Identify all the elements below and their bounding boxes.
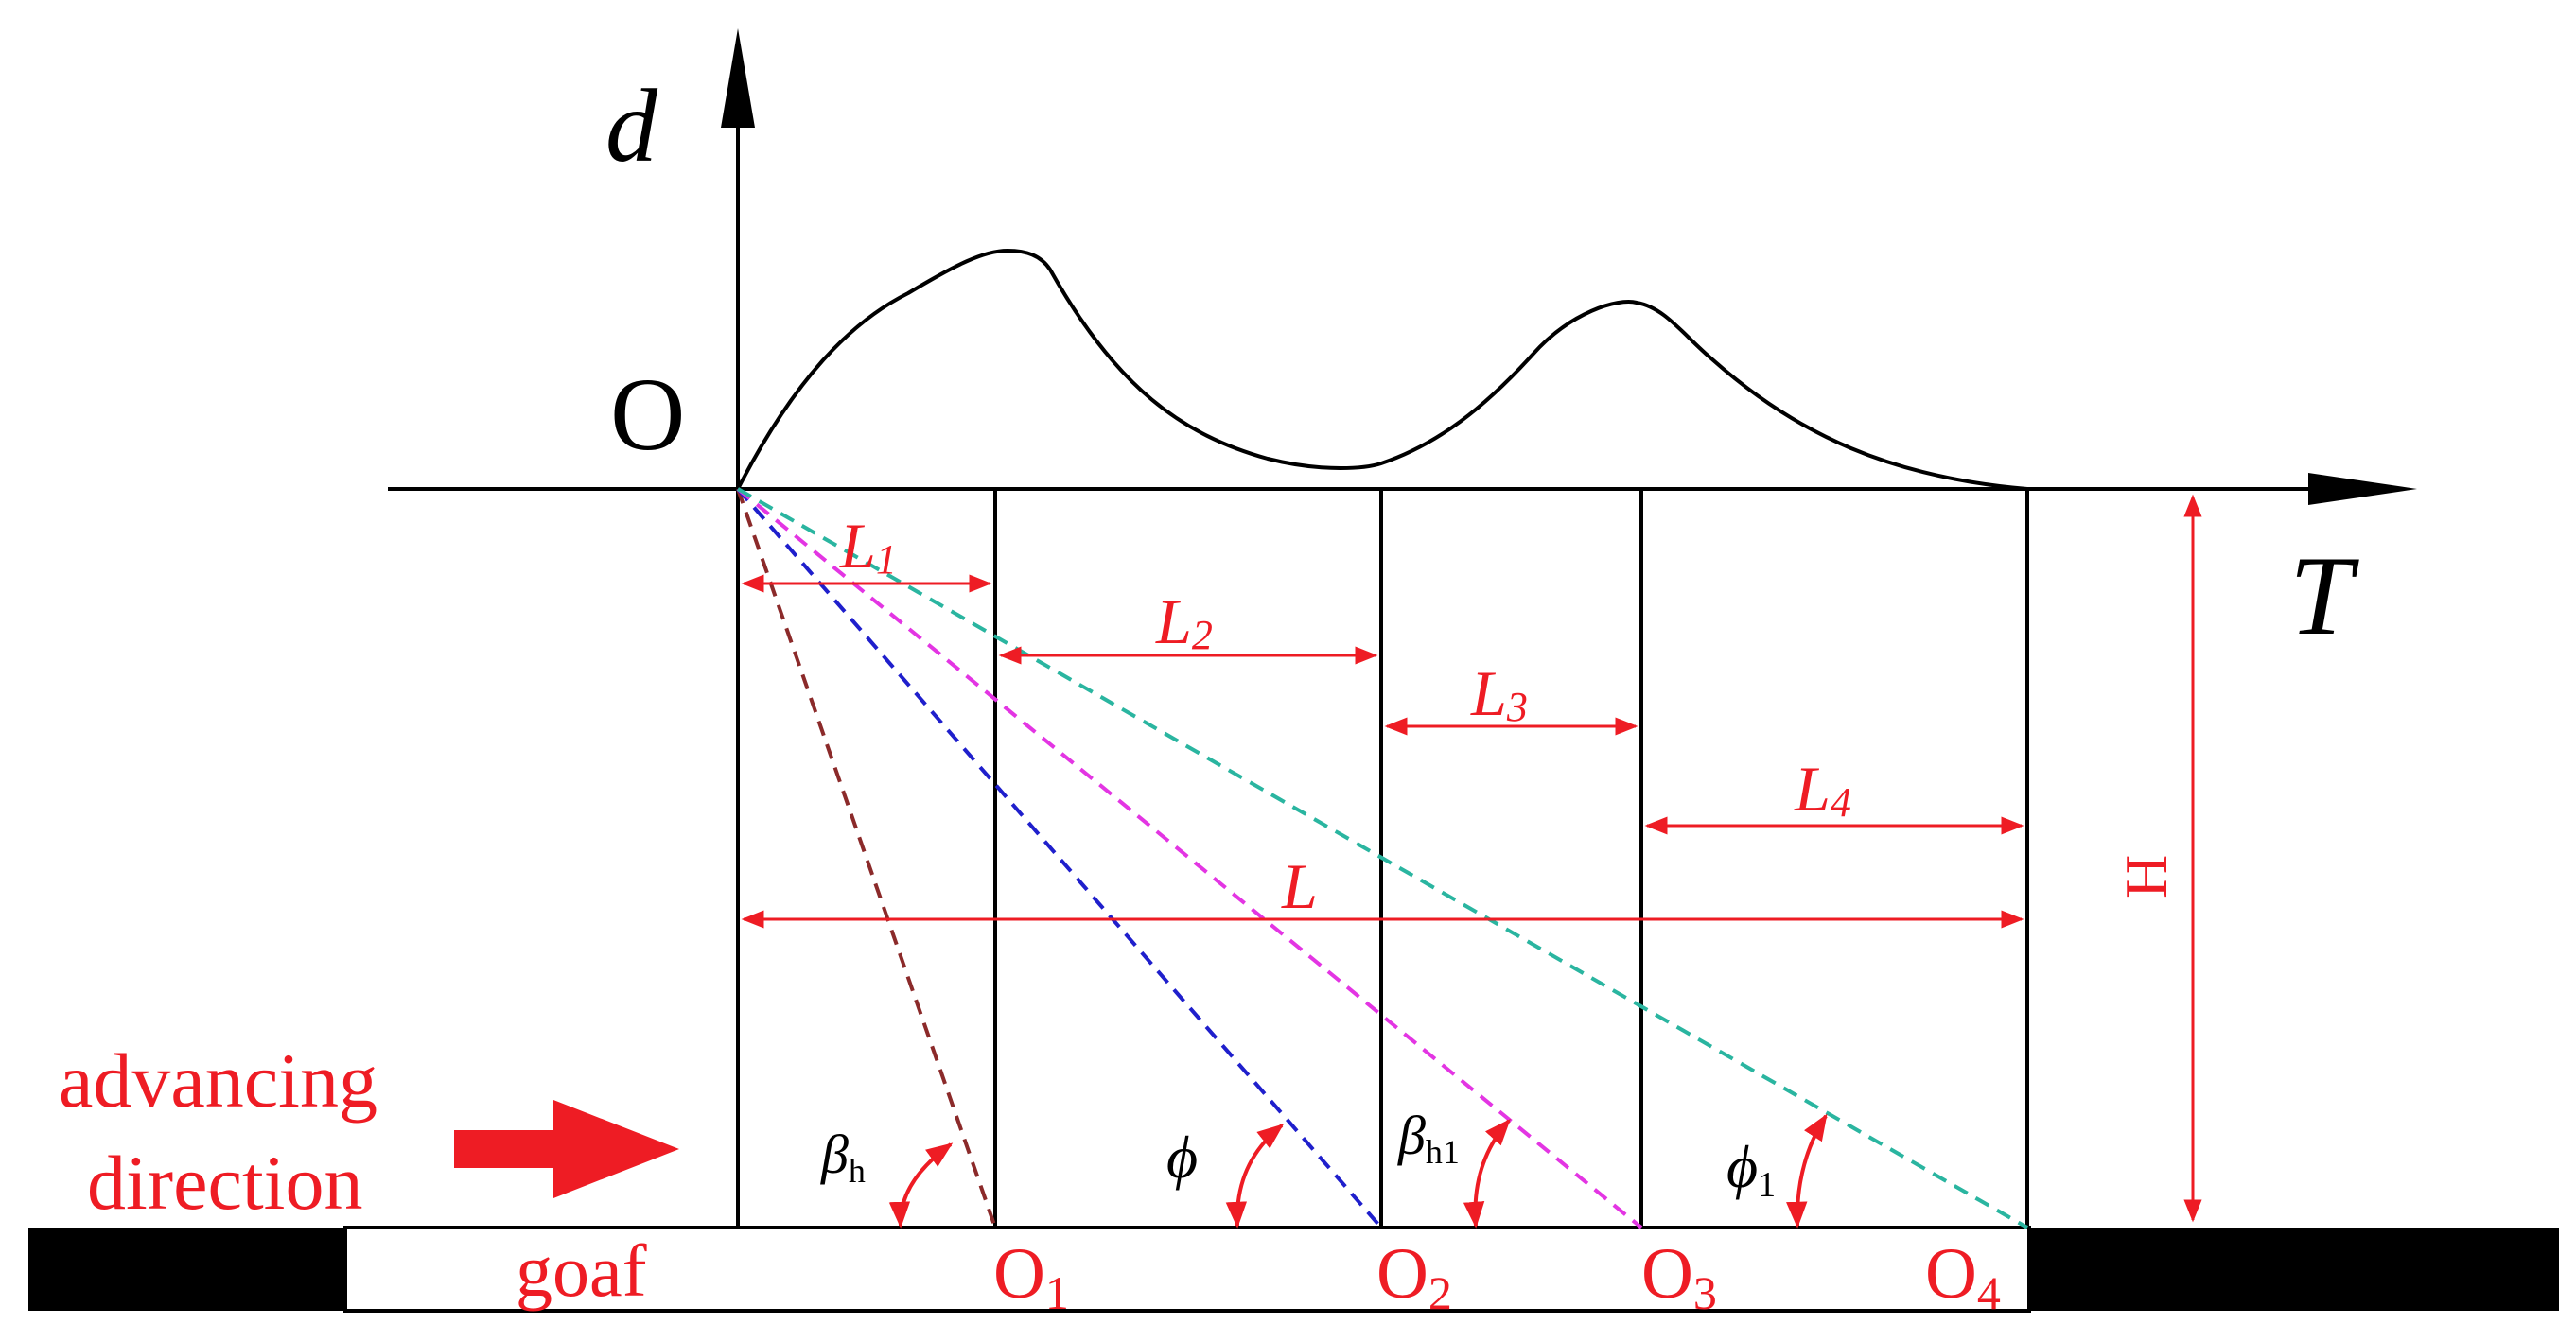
subsidence-curve [736, 248, 2028, 491]
ground-right-solid [2029, 1228, 2559, 1311]
label-o2: O2 [1376, 1234, 1452, 1319]
arc-phi [1225, 1124, 1285, 1229]
origin-label: O [610, 357, 685, 472]
label-h: H [2112, 855, 2180, 898]
influence-lines [736, 487, 2028, 1229]
label-l4: L4 [1794, 753, 1851, 826]
label-l3: L3 [1470, 657, 1528, 730]
angle-arcs [888, 1113, 1828, 1229]
label-beta-h: βh [820, 1124, 866, 1190]
label-l1: L1 [839, 510, 897, 583]
ground-strip [28, 1226, 2559, 1313]
ground-left-solid [28, 1228, 345, 1311]
x-axis-arrowhead [2308, 473, 2417, 505]
dash-line-o2 [736, 487, 1383, 1229]
x-axis-label: T [2289, 532, 2359, 658]
advancing-arrow [454, 1100, 679, 1198]
label-phi-1: ϕ1 [1726, 1133, 1776, 1205]
y-axis-arrowhead [721, 28, 755, 128]
advancing-label-line1: advancing [59, 1037, 377, 1124]
label-o1: O1 [993, 1234, 1069, 1319]
arc-phi-1 [1786, 1113, 1828, 1229]
arc-beta-h1 [1463, 1118, 1511, 1229]
dash-line-o4 [737, 487, 2028, 1229]
advancing-label-line2: direction [87, 1140, 362, 1226]
dimension-arrows [741, 494, 2202, 1223]
arc-beta-h [888, 1142, 954, 1229]
dash-line-o3 [736, 487, 1643, 1229]
label-phi: ϕ [1166, 1124, 1198, 1191]
y-axis-label: d [605, 68, 658, 183]
goaf-label: goaf [516, 1229, 647, 1312]
label-l2: L2 [1155, 585, 1213, 658]
goaf-area [343, 1226, 2031, 1313]
label-o4: O4 [1925, 1234, 2001, 1319]
label-beta-h1: βh1 [1397, 1105, 1460, 1171]
axes [388, 28, 2417, 505]
label-l: L [1281, 850, 1318, 922]
dash-line-o1 [736, 488, 997, 1229]
label-o3: O3 [1641, 1234, 1717, 1319]
